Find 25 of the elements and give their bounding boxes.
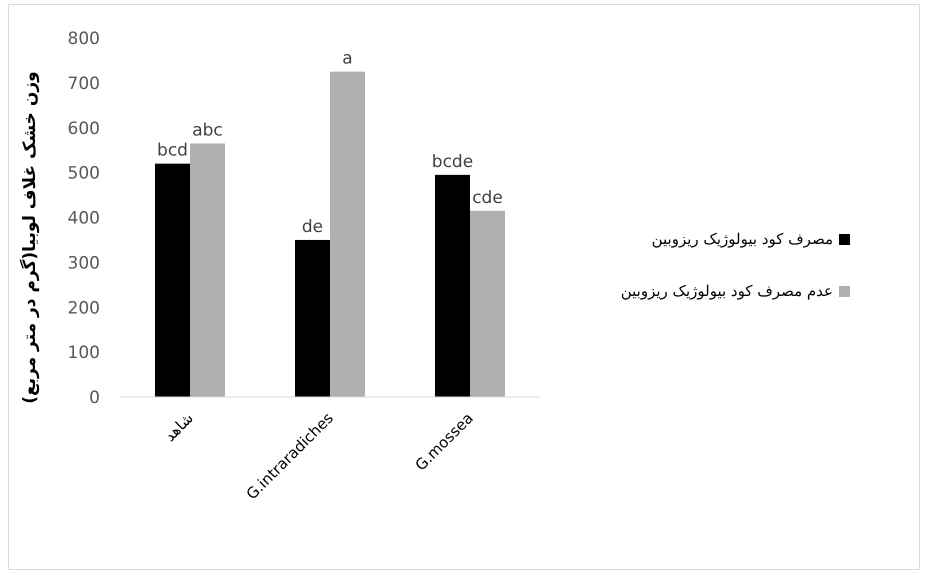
x-tick-label: شاهد bbox=[160, 409, 197, 446]
annotation: de bbox=[302, 216, 324, 237]
y-axis-title: وزن خشک غلاف لوبیا(گرم در متر مربع) bbox=[19, 71, 40, 404]
y-tick-label: 700 bbox=[68, 74, 100, 94]
annotation: cde bbox=[472, 188, 503, 208]
bar bbox=[155, 164, 190, 397]
annotation: a bbox=[342, 48, 353, 69]
annotation: bcde bbox=[432, 152, 474, 172]
y-tick-label: 300 bbox=[68, 253, 100, 274]
legend-label: مصرف کود بیولوژیک ریزوبین bbox=[652, 230, 833, 248]
y-tick-label: 0 bbox=[89, 388, 100, 408]
y-tick-label: 400 bbox=[68, 208, 100, 228]
bar bbox=[435, 174, 470, 397]
y-tick-label: 100 bbox=[68, 343, 100, 364]
bar bbox=[295, 240, 330, 397]
bar bbox=[190, 143, 225, 397]
y-tick-label: 800 bbox=[68, 29, 100, 49]
y-tick-label: 600 bbox=[68, 118, 100, 139]
annotation: abc bbox=[192, 120, 223, 140]
annotation: bcd bbox=[157, 140, 188, 161]
y-tick-label: 500 bbox=[68, 164, 100, 184]
y-tick-label: 200 bbox=[68, 298, 100, 318]
bar bbox=[470, 210, 505, 397]
bar bbox=[330, 72, 365, 397]
legend-label: عدم مصرف کود بیولوژیک ریزوبین bbox=[620, 282, 833, 300]
